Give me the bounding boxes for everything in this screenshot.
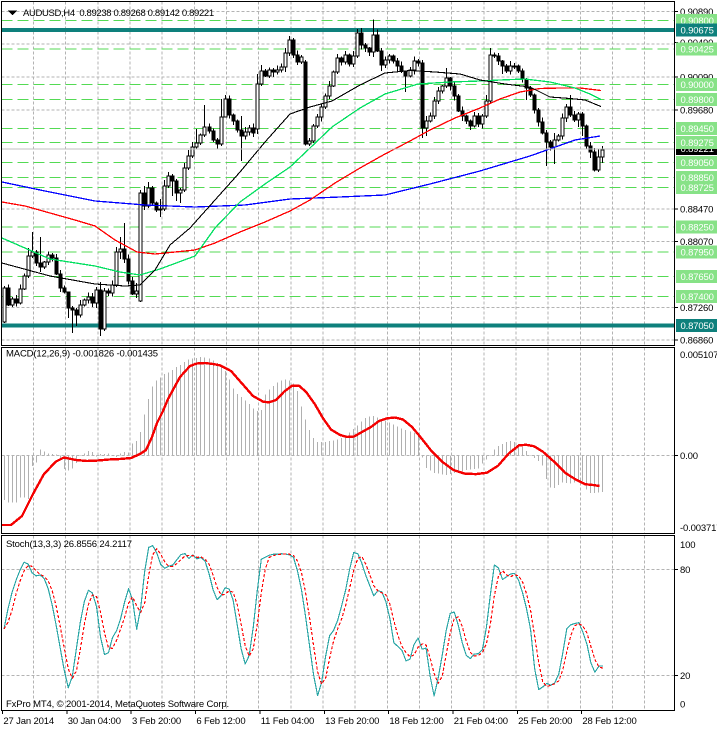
svg-text:-0.003717: -0.003717 [680, 523, 717, 534]
svg-text:0.89050: 0.89050 [681, 158, 714, 169]
svg-text:0.90890: 0.90890 [680, 7, 713, 18]
svg-text:0.90800: 0.90800 [681, 16, 714, 27]
svg-text:3 Feb 20:00: 3 Feb 20:00 [132, 716, 181, 727]
svg-text:6 Feb 12:00: 6 Feb 12:00 [196, 716, 245, 727]
svg-text:0.00: 0.00 [680, 451, 698, 462]
svg-text:0.86860: 0.86860 [680, 336, 713, 347]
svg-text:0.89450: 0.89450 [681, 124, 714, 135]
svg-text:21 Feb 04:00: 21 Feb 04:00 [454, 716, 508, 727]
svg-text:AUDUSD,H4 0.89238 0.89268 0.8: AUDUSD,H4 0.89238 0.89268 0.89142 0.8922… [23, 8, 214, 19]
svg-text:0.90425: 0.90425 [681, 44, 714, 55]
svg-text:0.89275: 0.89275 [681, 138, 714, 149]
svg-text:11 Feb 04:00: 11 Feb 04:00 [261, 716, 314, 727]
svg-text:0.005107: 0.005107 [680, 350, 717, 361]
svg-text:0.90675: 0.90675 [681, 26, 714, 37]
svg-text:0.88850: 0.88850 [681, 173, 714, 184]
svg-text:0.89680: 0.89680 [680, 105, 713, 116]
svg-text:0.87050: 0.87050 [681, 321, 714, 332]
svg-text:0: 0 [680, 700, 685, 711]
svg-text:FxPro MT4, © 2001-2014, MetaQu: FxPro MT4, © 2001-2014, MetaQuotes Softw… [6, 699, 229, 710]
svg-text:80: 80 [680, 565, 690, 576]
svg-text:30 Jan 04:00: 30 Jan 04:00 [68, 716, 121, 727]
svg-text:27 Jan 2014: 27 Jan 2014 [3, 716, 54, 727]
svg-text:0.89221: 0.89221 [681, 144, 714, 155]
svg-text:18 Feb 12:00: 18 Feb 12:00 [389, 716, 443, 727]
svg-text:0.88725: 0.88725 [681, 183, 714, 194]
svg-text:0.87950: 0.87950 [681, 247, 714, 258]
svg-text:0.88070: 0.88070 [680, 237, 713, 248]
svg-text:100: 100 [680, 540, 695, 551]
svg-text:0.87650: 0.87650 [681, 272, 714, 283]
svg-text:Stoch(13,3,3) 26.8556 24.2117: Stoch(13,3,3) 26.8556 24.2117 [6, 539, 132, 550]
svg-text:0.87400: 0.87400 [681, 292, 714, 303]
svg-text:MACD(12,26,9) -0.001826 -0.001: MACD(12,26,9) -0.001826 -0.001435 [6, 349, 158, 360]
svg-text:25 Feb 20:00: 25 Feb 20:00 [518, 716, 572, 727]
svg-text:0.87260: 0.87260 [680, 303, 713, 314]
svg-text:28 Feb 12:00: 28 Feb 12:00 [582, 716, 636, 727]
svg-text:0.89800: 0.89800 [681, 95, 714, 106]
svg-text:0.88250: 0.88250 [681, 222, 714, 233]
svg-text:20: 20 [680, 671, 690, 682]
svg-text:0.90000: 0.90000 [681, 80, 714, 91]
svg-text:0.88470: 0.88470 [680, 204, 713, 215]
svg-text:13 Feb 20:00: 13 Feb 20:00 [325, 716, 379, 727]
